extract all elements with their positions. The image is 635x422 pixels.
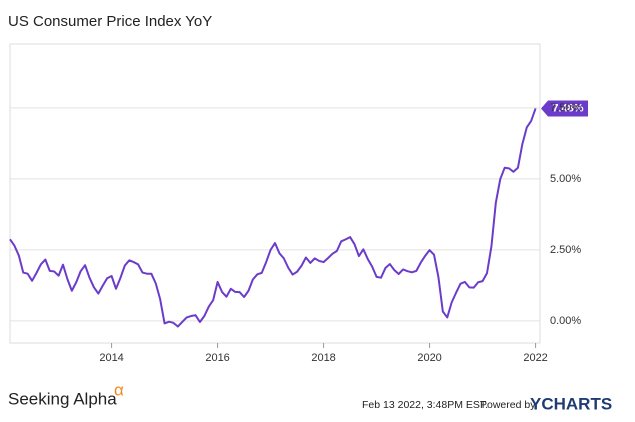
x-tick-label: 2016 <box>205 352 229 364</box>
brand-mark: α <box>114 380 124 399</box>
x-tick-label: 2014 <box>99 352 123 364</box>
chart-title: US Consumer Price Index YoY <box>8 13 212 30</box>
y-tick-label: 0.00% <box>550 315 581 327</box>
x-tick-label: 2018 <box>311 352 335 364</box>
line <box>9 108 537 328</box>
value-label-box <box>541 100 588 117</box>
y-tick-label: 2.50% <box>550 244 581 256</box>
timestamp: Feb 13 2022, 3:48PM EST. <box>362 399 488 411</box>
value-label: 7.48% <box>552 102 583 114</box>
plot-frame <box>9 43 541 344</box>
x-tick-label: 2022 <box>523 352 547 364</box>
x-tick-label: 2020 <box>417 352 441 364</box>
brand: Seeking Alpha <box>8 389 117 408</box>
powered-by: Powered by <box>480 399 536 411</box>
provider: YCHARTS <box>530 394 612 413</box>
y-tick-label: 5.00% <box>550 173 581 185</box>
y-tick-label: 7.50% <box>550 102 581 114</box>
